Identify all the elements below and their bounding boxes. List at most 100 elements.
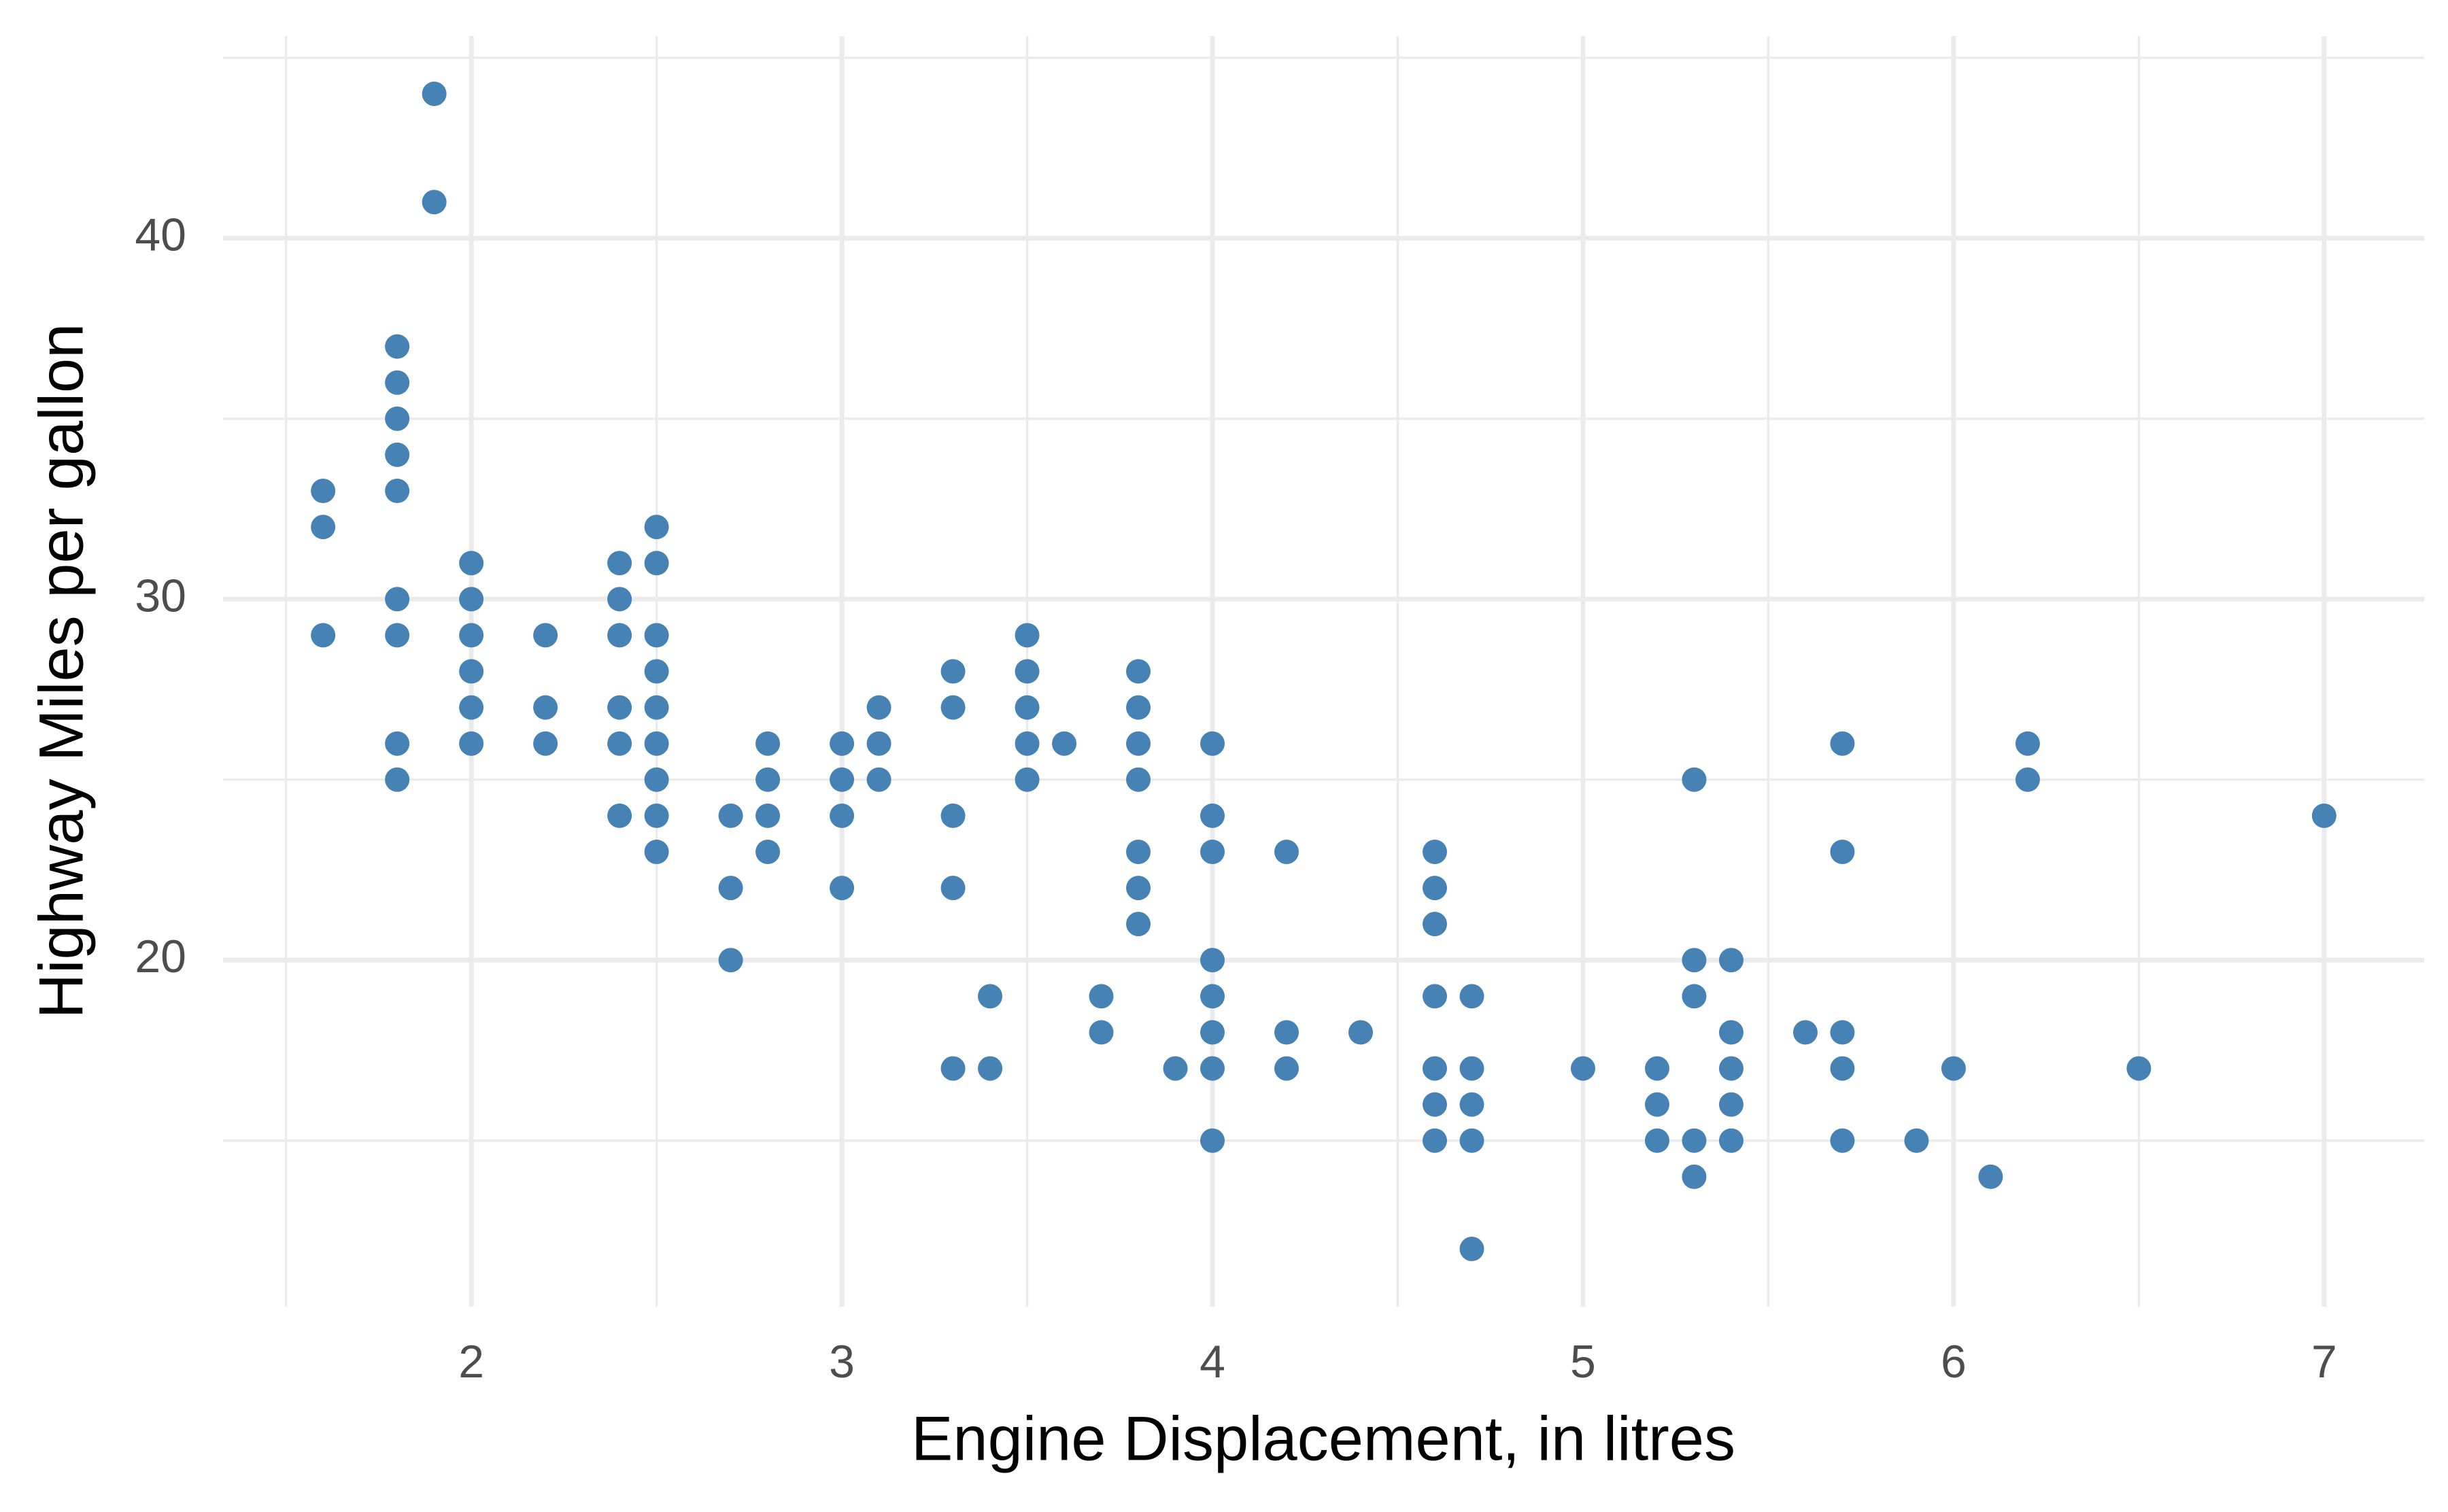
point <box>1015 767 1040 792</box>
point <box>940 695 966 720</box>
point <box>1718 1056 1744 1081</box>
point <box>1126 876 1151 901</box>
point <box>1682 948 1707 973</box>
point <box>385 370 410 395</box>
point <box>2311 803 2336 828</box>
x-tick-label: 2 <box>458 1336 484 1388</box>
point <box>1682 984 1707 1009</box>
point <box>311 623 336 648</box>
point <box>1792 1020 1818 1045</box>
point <box>1422 1056 1447 1081</box>
point <box>459 731 484 756</box>
point <box>1459 1056 1484 1081</box>
point <box>385 479 410 504</box>
point <box>1830 1056 1855 1081</box>
point <box>1200 1128 1225 1153</box>
point <box>533 731 558 756</box>
point <box>755 803 781 828</box>
point <box>1830 839 1855 864</box>
point <box>1015 695 1040 720</box>
point <box>1682 1164 1707 1189</box>
point <box>1163 1056 1188 1081</box>
grid <box>223 36 2424 1307</box>
point <box>1718 1128 1744 1153</box>
point <box>1978 1164 2003 1189</box>
point <box>311 515 336 540</box>
y-tick-label: 40 <box>135 209 186 260</box>
point <box>1200 1056 1225 1081</box>
point <box>1052 731 1077 756</box>
point <box>1682 767 1707 792</box>
point <box>644 839 669 864</box>
point <box>644 803 669 828</box>
point <box>459 587 484 612</box>
point <box>1422 912 1447 937</box>
point <box>940 1056 966 1081</box>
point <box>644 551 669 576</box>
point <box>1422 839 1447 864</box>
point <box>644 659 669 684</box>
point <box>459 695 484 720</box>
point <box>1459 1128 1484 1153</box>
y-tick-label: 20 <box>135 931 186 982</box>
point <box>830 876 855 901</box>
point <box>1904 1128 1929 1153</box>
point <box>1830 1128 1855 1153</box>
point <box>1682 1128 1707 1153</box>
point <box>1015 623 1040 648</box>
x-tick-label: 6 <box>1941 1336 1967 1388</box>
point <box>755 731 781 756</box>
point <box>940 659 966 684</box>
point <box>385 587 410 612</box>
point <box>866 731 891 756</box>
x-tick-label: 5 <box>1570 1336 1596 1388</box>
point <box>2015 731 2040 756</box>
point <box>866 767 891 792</box>
point <box>1200 839 1225 864</box>
point <box>755 767 781 792</box>
point <box>1718 948 1744 973</box>
point <box>1644 1056 1669 1081</box>
point <box>459 623 484 648</box>
point <box>1422 984 1447 1009</box>
point <box>459 659 484 684</box>
point <box>1830 731 1855 756</box>
point <box>940 803 966 828</box>
x-tick-label: 3 <box>829 1336 855 1388</box>
point <box>459 551 484 576</box>
point <box>830 803 855 828</box>
point <box>718 803 743 828</box>
point <box>1200 1020 1225 1045</box>
point <box>1200 803 1225 828</box>
point <box>533 623 558 648</box>
ticks: 2 3 4 5 6 7 20 30 40 <box>135 209 2336 1388</box>
point <box>1644 1128 1669 1153</box>
points <box>311 81 2336 1262</box>
point <box>1126 839 1151 864</box>
point <box>385 406 410 431</box>
point <box>607 623 632 648</box>
point <box>1200 731 1225 756</box>
x-tick-label: 4 <box>1200 1336 1225 1388</box>
point <box>1570 1056 1595 1081</box>
point <box>1830 1020 1855 1045</box>
point <box>1348 1020 1373 1045</box>
point <box>1089 1020 1114 1045</box>
point <box>1422 1128 1447 1153</box>
point <box>755 839 781 864</box>
point <box>1644 1092 1669 1117</box>
point <box>1126 767 1151 792</box>
point <box>1274 839 1299 864</box>
point <box>644 695 669 720</box>
point <box>385 767 410 792</box>
point <box>607 587 632 612</box>
point <box>533 695 558 720</box>
point <box>978 984 1003 1009</box>
point <box>2015 767 2040 792</box>
point <box>2126 1056 2152 1081</box>
point <box>978 1056 1003 1081</box>
point <box>1015 731 1040 756</box>
point <box>607 731 632 756</box>
